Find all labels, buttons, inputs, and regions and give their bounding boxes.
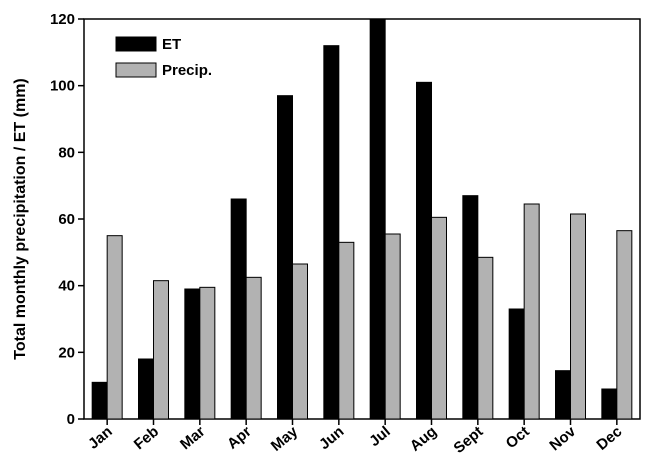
bar-precip-jul [384, 233, 401, 420]
x-tick-label: Jan [85, 423, 116, 453]
x-axis: Jan Feb Mar Apr May Jun Jul Aug Sept Oct Nov Dec [85, 419, 625, 457]
legend-label: ET [162, 36, 181, 53]
bar-precip-nov [570, 213, 586, 420]
bar-et-sept [462, 195, 479, 420]
x-tick-label: Mar [177, 423, 208, 453]
bar-precip-dec [616, 230, 633, 420]
y-tick-label: 0 [67, 411, 75, 428]
legend-swatch [115, 36, 157, 52]
bar-precip-feb [153, 280, 169, 420]
y-tick-label: 60 [58, 211, 75, 228]
bar-precip-aug [431, 216, 447, 420]
y-tick-label: 100 [50, 78, 75, 95]
bar-et-oct [508, 308, 525, 420]
bar-et-jan [91, 381, 108, 420]
x-tick-label: Jul [366, 423, 394, 450]
bar-et-may [277, 95, 293, 420]
bar-et-jun [323, 45, 340, 420]
x-tick-label: Feb [131, 423, 162, 453]
x-tick-label: Sept [451, 423, 487, 457]
bar-precip-mar [199, 286, 216, 420]
x-tick-label: May [268, 423, 302, 455]
legend: ET Precip. [115, 36, 212, 79]
x-tick-label: Jun [316, 423, 347, 453]
bar-et-feb [138, 358, 154, 420]
bar-precip-oct [523, 203, 540, 420]
x-tick-label: Apr [224, 423, 255, 453]
y-tick-label: 40 [58, 278, 75, 295]
bars [91, 18, 633, 420]
bar-et-dec [601, 388, 618, 420]
bar-precip-sept [477, 256, 494, 420]
x-tick-label: Dec [593, 423, 625, 454]
bar-precip-apr [245, 276, 262, 420]
x-tick-label: Nov [546, 423, 579, 455]
y-tick-label: 20 [58, 344, 75, 361]
legend-swatch [115, 62, 157, 78]
bar-et-aug [416, 81, 432, 420]
bar-et-mar [184, 288, 201, 420]
bar-precip-jan [106, 235, 123, 420]
x-tick-label: Oct [503, 423, 533, 452]
y-axis: 0 20 40 60 80 100 120 [50, 11, 84, 428]
bar-precip-may [292, 263, 308, 420]
bar-et-apr [230, 198, 247, 420]
x-tick-label: Aug [407, 423, 440, 455]
bar-et-jul [369, 18, 386, 420]
bar-precip-jun [338, 241, 355, 420]
y-axis-title: Total monthly precipitation / ET (mm) [12, 78, 29, 359]
legend-label: Precip. [162, 62, 212, 79]
y-tick-label: 120 [50, 11, 75, 28]
y-tick-label: 80 [58, 144, 75, 161]
bar-et-nov [555, 370, 571, 420]
